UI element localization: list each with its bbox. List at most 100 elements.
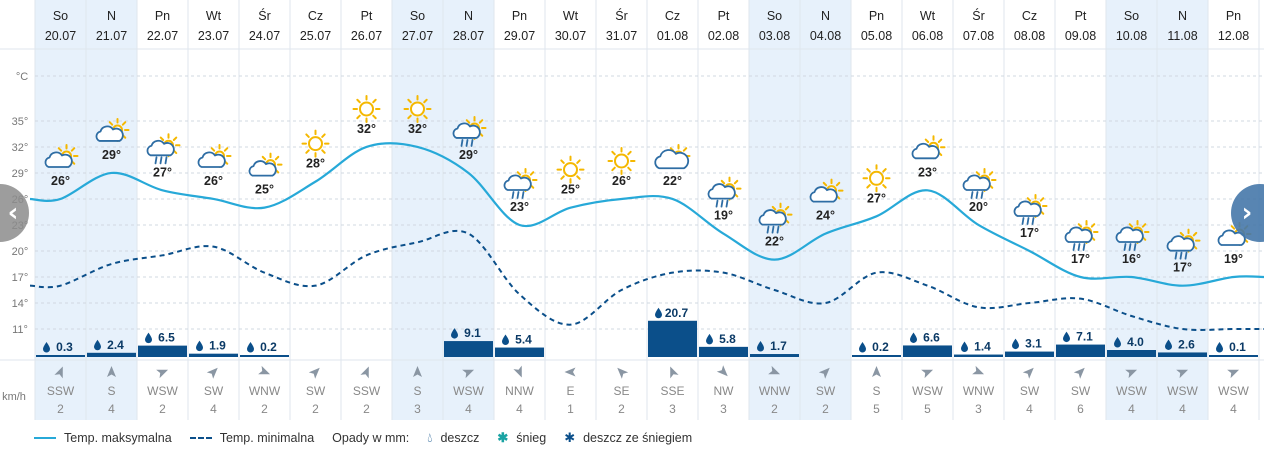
y-axis-tick: 20° <box>12 246 29 258</box>
sun-disc <box>614 153 629 169</box>
rain-streak <box>1184 251 1188 260</box>
legend-rain: 💧︎ deszcz <box>427 430 479 446</box>
precip-value: 6.6 <box>923 330 940 344</box>
cloud-shape <box>503 174 532 191</box>
raindrop-icon <box>451 328 458 339</box>
cloud-shape <box>1064 226 1093 243</box>
raindrop-icon <box>1012 338 1020 350</box>
sun-ray <box>1026 197 1032 202</box>
sun-ray <box>975 171 981 176</box>
weekend-column-bg <box>1157 0 1208 420</box>
sun-ray <box>516 171 522 176</box>
max-temp-label: 17° <box>1071 252 1090 266</box>
wind-speed: 5 <box>924 402 931 416</box>
precip-label <box>910 332 917 343</box>
day-of-week: Pt <box>361 9 373 23</box>
max-temp-label: 17° <box>1173 261 1192 275</box>
sun-rain-icon <box>1166 228 1201 260</box>
day-date: 11.08 <box>1167 29 1197 43</box>
wind-speed: 4 <box>1179 402 1186 416</box>
wind-speed: 2 <box>822 402 829 416</box>
day-of-week: Wt <box>206 9 222 23</box>
wind-arrow-icon <box>258 365 271 375</box>
wind-direction: WNW <box>759 384 791 398</box>
cloudy-icon <box>654 143 691 170</box>
sun-ray <box>261 155 267 161</box>
sun-ray <box>835 181 841 187</box>
precip-bar <box>240 355 289 357</box>
partly-cloudy-icon <box>197 143 232 168</box>
raindrop-icon <box>43 342 50 353</box>
sun-ray <box>356 114 361 120</box>
raindrop-icon <box>1063 331 1070 343</box>
sun-ray <box>771 205 777 211</box>
sun-rain-icon <box>452 115 487 147</box>
dashed-line-icon <box>189 437 212 439</box>
precip-value: 2.6 <box>1178 337 1195 351</box>
raindrop-icon <box>1114 337 1121 348</box>
rain-streak <box>720 199 724 208</box>
wind-arrow-icon <box>768 365 781 375</box>
day-date: 24.07 <box>249 29 280 43</box>
cloud-shape <box>452 122 481 139</box>
raindrop-icon <box>655 307 662 319</box>
raindrop-icon <box>145 332 152 344</box>
sun-ray <box>924 138 930 143</box>
legend-max-temp: Temp. maksymalna <box>34 431 172 445</box>
day-of-week: N <box>821 9 830 23</box>
sun-ray <box>822 181 828 187</box>
precip-label <box>1063 331 1070 343</box>
wind-speed: 2 <box>261 402 268 416</box>
sun-ray <box>223 147 229 152</box>
wind-direction: SW <box>1071 384 1091 398</box>
wind-speed: 6 <box>1077 402 1084 416</box>
precip-bar <box>495 347 544 357</box>
day-date: 30.07 <box>555 29 586 43</box>
day-date: 08.08 <box>1014 29 1045 43</box>
max-temp-line <box>29 142 1264 287</box>
rain-streak <box>980 191 984 199</box>
day-of-week: Śr <box>972 8 985 23</box>
rain-streak <box>1133 243 1137 251</box>
max-temp-label: 20° <box>969 200 988 214</box>
max-temp-label: 32° <box>408 122 427 136</box>
cloud-shape <box>962 174 991 191</box>
day-of-week: Cz <box>1022 9 1037 23</box>
legend-snow: ✱ śnieg <box>497 430 546 446</box>
wind-direction: SW <box>204 384 224 398</box>
day-of-week: Śr <box>615 8 628 23</box>
max-temp-label: 17° <box>1020 226 1039 240</box>
day-date: 22.07 <box>147 29 178 43</box>
raindrop-icon <box>706 333 713 345</box>
sun-disc <box>410 101 425 117</box>
rain-streak <box>465 139 469 147</box>
sun-ray <box>274 155 280 161</box>
sun-icon <box>403 94 432 123</box>
precip-value: 6.5 <box>158 331 175 345</box>
wind-arrow-icon <box>972 365 985 375</box>
sun-ray <box>627 150 632 156</box>
day-of-week: So <box>410 9 425 23</box>
sun-ray <box>478 119 484 124</box>
sun-ray <box>611 166 616 172</box>
cloud-shape <box>1013 200 1042 217</box>
day-date: 29.07 <box>504 29 535 43</box>
precip-bar <box>189 353 238 357</box>
wind-speed: 4 <box>1026 402 1033 416</box>
cloud-shape <box>707 183 736 200</box>
wind-arrow-icon <box>413 366 422 377</box>
sun-ray <box>372 114 377 120</box>
cloud-shape <box>809 186 838 203</box>
partly-cloudy-icon <box>44 143 79 168</box>
wind-arrow-icon <box>1125 369 1138 379</box>
sun-ray <box>321 149 326 154</box>
precip-value: 4.0 <box>1127 335 1144 349</box>
precip-label <box>94 339 101 351</box>
day-of-week: Pn <box>512 9 527 23</box>
day-of-week: N <box>464 9 473 23</box>
day-of-week: Cz <box>308 9 323 23</box>
wind-arrow-icon <box>1176 369 1189 379</box>
day-date: 26.07 <box>351 29 382 43</box>
rain-streak <box>521 191 525 199</box>
